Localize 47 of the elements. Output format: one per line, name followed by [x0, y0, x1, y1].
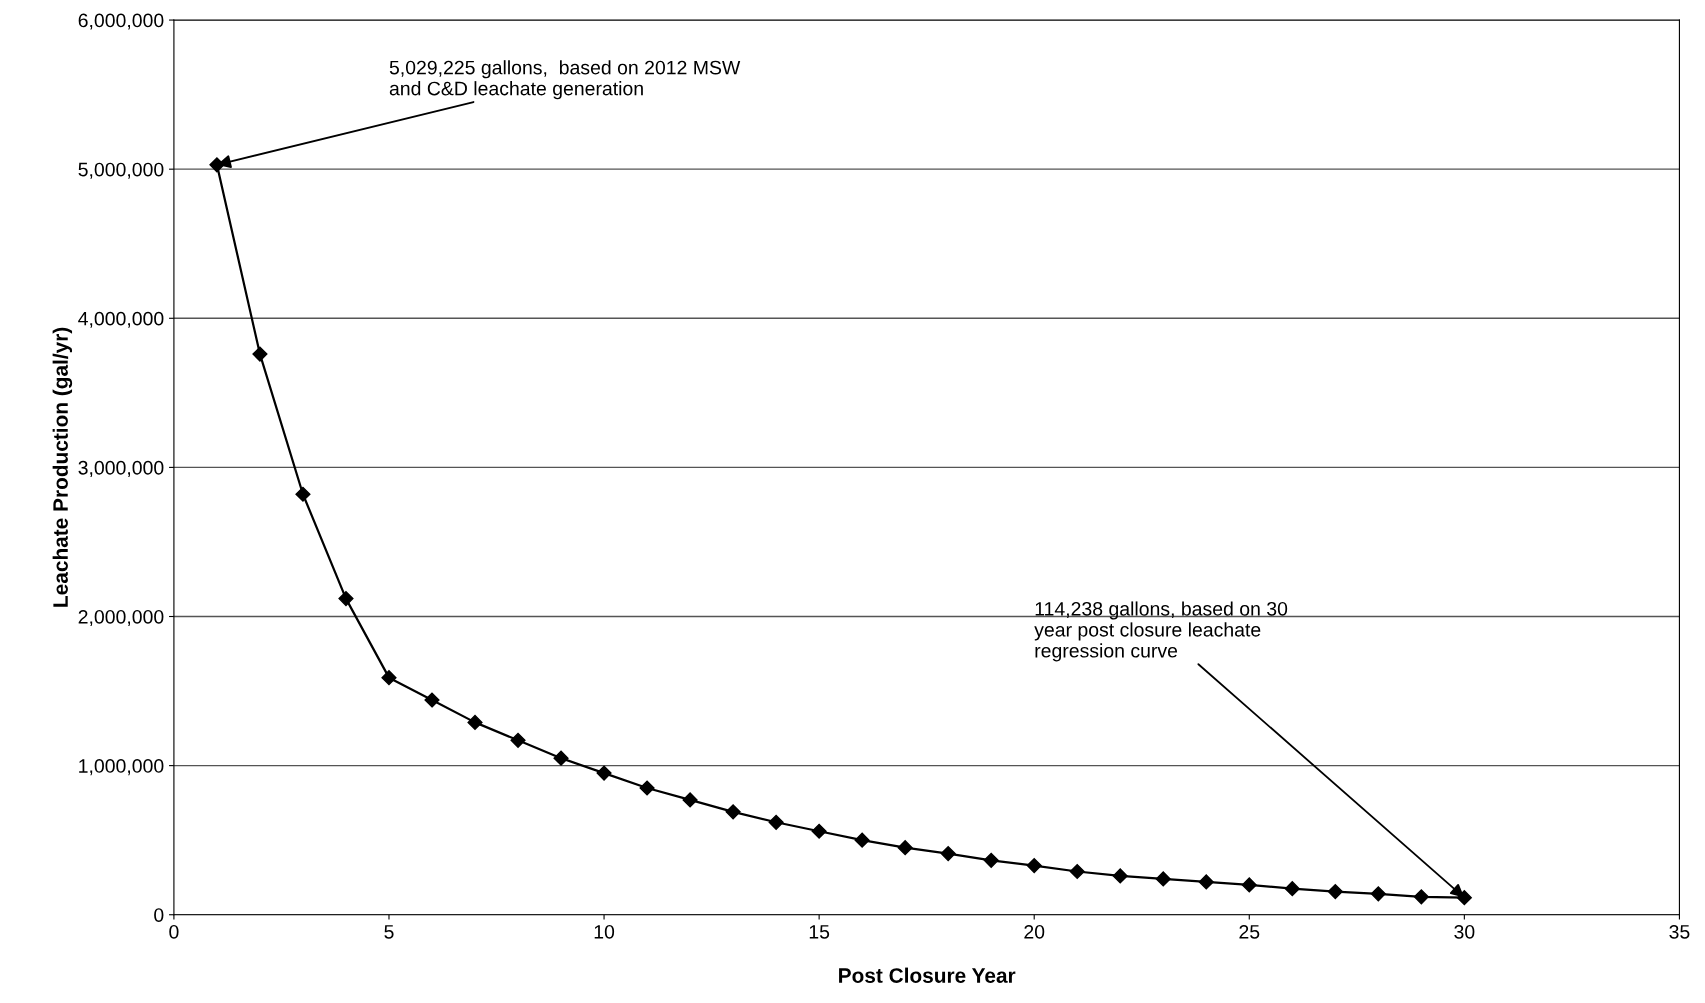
x-tick-label: 0: [169, 924, 179, 939]
y-tick-label: 5,000,000: [78, 162, 164, 179]
point: [1327, 884, 1343, 900]
point: [983, 852, 999, 868]
y-axis-title: Leachate Production (gal/yr): [52, 327, 73, 607]
point: [1069, 863, 1085, 880]
point: [639, 780, 655, 796]
y-tick-label: 4,000,000: [78, 311, 164, 328]
point: [725, 804, 741, 820]
x-tick-label: 25: [1239, 924, 1260, 939]
point: [1241, 877, 1257, 893]
point: [1413, 889, 1429, 905]
x-tick-label: 35: [1669, 924, 1690, 939]
point: [252, 346, 268, 362]
x-tick-label: 5: [384, 925, 394, 939]
point: [897, 840, 913, 856]
point: [768, 814, 784, 830]
point: [811, 823, 827, 839]
point: [295, 486, 311, 502]
y-tick-label: 6,000,000: [78, 13, 164, 30]
x-tick-label: 20: [1024, 924, 1045, 939]
point: [467, 714, 483, 730]
point: [381, 670, 397, 686]
point: [1370, 886, 1386, 902]
y-tick-label: 3,000,000: [78, 460, 164, 477]
point: [553, 750, 569, 766]
point: [510, 732, 526, 748]
point: [940, 846, 956, 862]
y-tick-label: 2,000,000: [78, 609, 164, 627]
x-tick-label: 10: [594, 924, 615, 939]
point: [854, 832, 870, 848]
point: [1112, 868, 1128, 884]
x-tick-label: 30: [1454, 924, 1475, 939]
point: [338, 591, 354, 607]
x-axis-title: Post Closure Year: [839, 967, 1016, 983]
annotation: 114,238 gallons, based on 30 year post closure leachate regression curve: [1034, 601, 1288, 662]
point: [1198, 874, 1214, 890]
annotation: 5,029,225 gallons, based on 2012 MSW and C&D leachate generation: [389, 60, 741, 100]
point: [1155, 871, 1171, 887]
point: [682, 792, 698, 808]
y-tick-label: 1,000,000: [79, 759, 164, 776]
point: [596, 765, 612, 781]
point: [424, 692, 440, 708]
y-tick-label: 0: [154, 908, 164, 922]
point: [1026, 857, 1042, 874]
x-tick-label: 15: [809, 925, 830, 939]
point: [1284, 881, 1300, 897]
